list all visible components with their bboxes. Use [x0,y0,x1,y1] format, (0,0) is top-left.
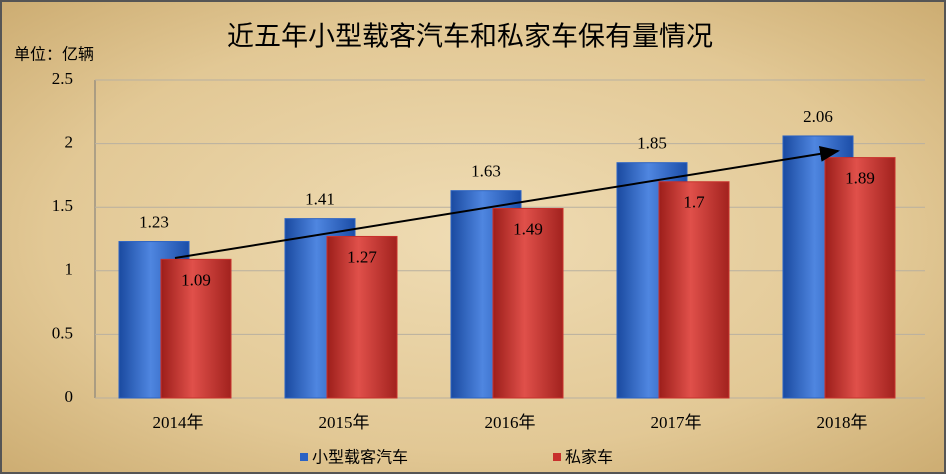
bar [658,181,730,399]
data-label: 1.23 [139,212,169,231]
data-label: 1.49 [513,219,543,238]
y-tick-label: 1 [65,260,74,279]
data-label: 1.41 [305,190,335,209]
data-label: 1.89 [845,168,875,187]
data-label: 1.63 [471,162,501,181]
x-tick-label: 2018年 [817,413,868,432]
legend-label: 小型载客汽车 [312,448,408,467]
legend-swatch [300,453,308,461]
y-tick-label: 2.5 [52,69,73,88]
data-label: 2.06 [803,107,833,126]
bar [492,207,564,399]
y-tick-label: 0 [65,387,74,406]
data-label: 1.85 [637,134,667,153]
x-tick-label: 2017年 [651,413,702,432]
data-label: 1.27 [347,247,377,266]
y-tick-label: 0.5 [52,323,73,342]
data-label: 1.09 [181,270,211,289]
x-tick-label: 2015年 [319,413,370,432]
y-tick-label: 2 [65,133,74,152]
y-tick-label: 1.5 [52,196,73,215]
x-tick-label: 2014年 [153,413,204,432]
legend-swatch [553,453,561,461]
x-tick-label: 2016年 [485,413,536,432]
bar [824,157,896,399]
chart-title: 近五年小型载客汽车和私家车保有量情况 [227,22,713,53]
bar [160,258,232,399]
legend-label: 私家车 [565,448,613,467]
trend-arrow [174,145,840,259]
y-axis-label: 单位：亿辆 [14,45,94,64]
bar [326,235,398,399]
data-label: 1.7 [683,193,705,212]
